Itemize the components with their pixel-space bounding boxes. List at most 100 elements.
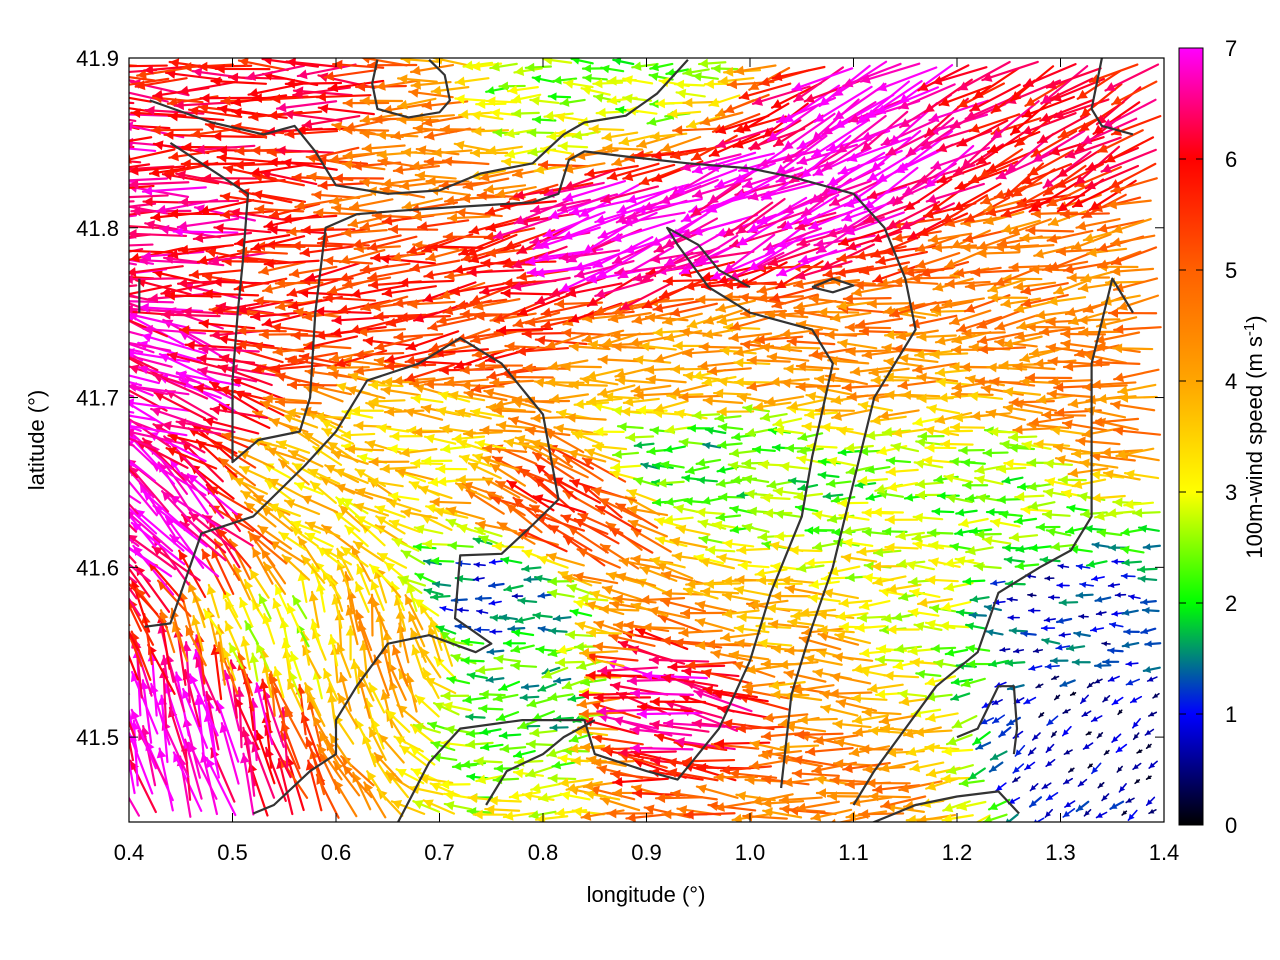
wind-arrow (1107, 675, 1120, 682)
wind-arrow (941, 746, 974, 757)
wind-arrow (293, 481, 324, 496)
wind-arrow (274, 397, 322, 408)
wind-arrow (771, 65, 826, 82)
wind-arrow (1142, 666, 1161, 674)
wind-arrow (629, 688, 695, 699)
wind-arrow (991, 714, 1006, 724)
wind-arrow (1129, 695, 1143, 704)
wind-arrow (421, 114, 468, 127)
wind-arrow (788, 545, 823, 556)
contour-line (149, 58, 689, 195)
wind-arrow (532, 611, 553, 620)
wind-arrow (1132, 508, 1161, 518)
wind-arrow (861, 349, 906, 360)
wind-arrow (507, 416, 553, 432)
wind-arrow (910, 273, 959, 284)
wind-arrow (129, 467, 139, 479)
wind-arrow (672, 125, 721, 136)
wind-arrow (584, 448, 621, 463)
wind-arrow (578, 689, 637, 700)
wind-arrow (327, 634, 339, 667)
wind-arrow (1045, 758, 1056, 768)
wind-arrow (594, 278, 654, 299)
wind-arrow (610, 462, 642, 473)
wind-arrow (472, 298, 521, 311)
wind-arrow (481, 443, 528, 454)
wind-arrow (652, 299, 703, 313)
wind-arrow (399, 447, 438, 458)
wind-arrow (779, 461, 809, 472)
wind-arrow (842, 62, 902, 88)
wind-arrow (432, 702, 460, 716)
wind-arrow (209, 405, 269, 419)
wind-arrow (208, 251, 270, 266)
wind-arrow (344, 524, 369, 548)
wind-arrow (176, 278, 236, 289)
wind-arrow (129, 427, 185, 445)
wind-arrow (350, 658, 361, 695)
wind-arrow (1075, 800, 1090, 813)
wind-arrow (998, 510, 1023, 519)
wind-arrow (945, 764, 974, 775)
y-tick-label: 41.8 (76, 216, 119, 241)
wind-arrow (296, 63, 357, 80)
wind-arrow (955, 508, 978, 517)
wind-arrow (659, 460, 685, 470)
wind-arrow (597, 665, 659, 676)
wind-arrow (274, 584, 290, 614)
wind-arrow (129, 101, 135, 105)
wind-arrow (633, 441, 655, 449)
wind-arrow (766, 352, 810, 363)
wind-arrow (1115, 743, 1128, 753)
wind-arrow (503, 584, 524, 593)
wind-arrow (975, 131, 1025, 166)
wind-arrow (1012, 424, 1057, 435)
wind-arrow (999, 646, 1011, 653)
wind-arrow (546, 588, 575, 599)
wind-arrow (569, 608, 593, 617)
wind-arrow (129, 354, 173, 368)
wind-arrow (1013, 648, 1025, 654)
wind-arrow (582, 73, 608, 83)
wind-arrow (1038, 712, 1045, 718)
wind-arrow (559, 97, 586, 107)
wind-arrow (1096, 732, 1104, 739)
wind-arrow (1045, 743, 1055, 753)
x-tick-label: 1.3 (1045, 840, 1076, 865)
wind-arrow (1107, 308, 1158, 318)
wind-arrow (531, 74, 555, 84)
wind-arrow (935, 377, 971, 388)
wind-arrow (233, 477, 268, 495)
wind-arrow (917, 431, 945, 441)
wind-arrow (632, 476, 659, 487)
wind-arrow (265, 447, 306, 463)
wind-arrow (1111, 343, 1154, 354)
wind-arrow (259, 678, 272, 734)
wind-arrow (367, 380, 404, 391)
wind-arrow (381, 177, 426, 189)
wind-arrow (654, 98, 687, 109)
wind-arrow (980, 384, 1024, 396)
wind-arrow (453, 140, 493, 152)
wind-arrow (691, 72, 719, 82)
wind-arrow (1083, 524, 1107, 533)
wind-arrow (765, 603, 803, 614)
wind-arrow (826, 216, 885, 238)
wind-arrow (1112, 497, 1142, 508)
wind-arrow (754, 334, 804, 345)
wind-arrow (834, 631, 872, 645)
wind-arrow (709, 252, 771, 280)
wind-arrow (385, 709, 411, 733)
wind-arrow (891, 276, 939, 287)
wind-arrow (1069, 691, 1077, 696)
wind-arrow (590, 486, 638, 502)
wind-arrow (373, 335, 423, 352)
wind-arrow (425, 246, 472, 262)
wind-arrow (956, 800, 987, 811)
wind-arrow (714, 413, 742, 423)
wind-arrow (616, 422, 644, 432)
wind-arrow (930, 644, 957, 653)
wind-arrow (969, 595, 990, 603)
wind-arrow (399, 744, 427, 766)
wind-arrow (822, 588, 860, 600)
